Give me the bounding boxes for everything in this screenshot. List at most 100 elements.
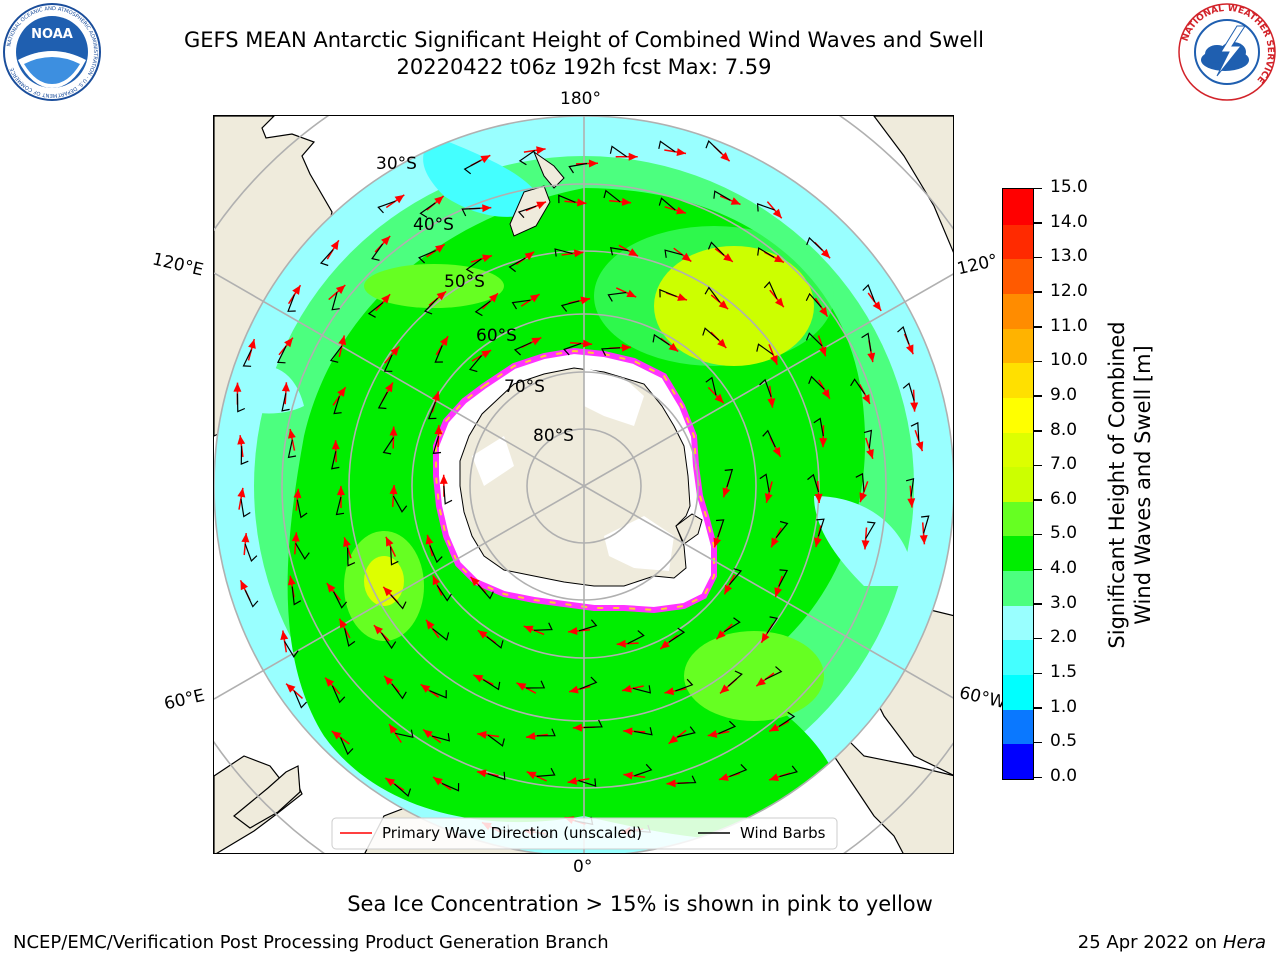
wave-arrow-head <box>771 537 779 548</box>
colorbar-segment <box>1003 709 1033 745</box>
colorbar-segment <box>1003 397 1033 433</box>
wind-barb <box>632 685 652 694</box>
colorbar-tick-label: 4.0 <box>1050 558 1078 579</box>
wind-barb <box>395 729 414 738</box>
wave-arrow-head <box>381 236 391 246</box>
wind-barb <box>436 585 452 602</box>
wave-arrow-head <box>722 487 731 498</box>
wind-barb <box>805 292 822 308</box>
colorbar-tick <box>1034 776 1042 778</box>
wave-arrow-head <box>326 583 336 593</box>
wind-barb <box>295 542 310 560</box>
wind-barb <box>319 249 334 267</box>
colorbar-tick-label: 14.0 <box>1050 211 1088 232</box>
wave-arrow-head <box>338 335 347 346</box>
wind-barb <box>578 778 597 787</box>
lat-label-30s: 30°S <box>376 154 417 174</box>
wave-arrow-head <box>707 730 718 738</box>
wave-arrow-head <box>330 240 339 251</box>
colorbar-tick-label: 3.0 <box>1050 592 1078 613</box>
wave-arrow-head <box>435 244 445 253</box>
wave-arrow-head <box>919 535 928 545</box>
wave-arrow-head <box>666 779 676 788</box>
wave-arrow-head <box>331 440 340 450</box>
wave-arrow-head <box>336 486 345 496</box>
wind-barb <box>391 683 407 700</box>
wave-arrow-head <box>569 685 579 694</box>
colorbar-tick-label: 11.0 <box>1050 315 1088 336</box>
colorbar-segment <box>1003 258 1033 294</box>
wave-arrow-head <box>821 389 830 399</box>
wind-barb <box>583 719 603 729</box>
wave-arrow-head <box>389 485 398 495</box>
wave-arrow-head <box>580 296 591 305</box>
wind-barb <box>371 243 384 261</box>
title-line-2: 20220422 t06z 192h fcst Max: 7.59 <box>396 55 772 79</box>
wave-arrow-head <box>470 576 480 587</box>
wave-arrow-head <box>719 773 729 781</box>
colorbar-segment <box>1003 466 1033 502</box>
wave-arrow-head <box>660 640 670 649</box>
wind-barb <box>333 396 342 415</box>
noaa-logo-text: NOAA <box>31 27 73 42</box>
wind-barb <box>664 249 683 258</box>
wind-barb <box>902 382 915 401</box>
colorbar <box>1002 188 1034 780</box>
wave-arrow-head <box>764 493 773 503</box>
wave-arrow-head <box>536 146 546 155</box>
wave-arrow-head <box>390 346 400 356</box>
wind-barb <box>331 292 340 311</box>
wind-barb <box>283 640 299 658</box>
wave-arrow-head <box>714 393 724 404</box>
wave-arrow-head <box>248 339 256 349</box>
wave-arrow-head <box>432 391 440 402</box>
wave-arrow-head <box>819 306 828 317</box>
wave-arrow-head <box>526 732 536 740</box>
wind-barb <box>910 421 920 441</box>
wave-arrow-head <box>628 152 638 161</box>
wind-barb <box>705 376 717 396</box>
wave-arrow-head <box>907 498 916 508</box>
wave-arrow-head <box>720 152 730 162</box>
wave-arrow-head <box>867 352 876 363</box>
wind-barb <box>429 545 443 564</box>
wave-arrow-head <box>233 382 242 392</box>
wave-arrow-head <box>426 619 435 630</box>
wave-arrow-head <box>730 197 741 205</box>
wave-arrow-head <box>524 251 535 261</box>
wave-arrow-head <box>770 355 778 365</box>
wind-barb <box>434 345 443 363</box>
wave-arrow-head <box>906 344 914 355</box>
wave-arrow-head <box>616 639 626 648</box>
lat-label-40s: 40°S <box>413 215 454 235</box>
wave-arrow-head <box>383 586 393 597</box>
lon-label-120e: 120°E <box>150 249 206 281</box>
wind-barb <box>762 429 776 448</box>
wind-barb <box>517 205 537 219</box>
wind-barb <box>377 200 396 214</box>
wave-arrow-head <box>713 537 722 548</box>
colorbar-segment <box>1003 293 1033 329</box>
wind-barb <box>394 783 412 797</box>
colorbar-segment <box>1003 674 1033 710</box>
wind-barb <box>477 584 494 600</box>
colorbar-tick <box>1034 741 1042 744</box>
wave-arrow-head <box>335 285 346 294</box>
wave-arrow-head <box>381 294 391 304</box>
wind-barb <box>813 417 824 437</box>
colorbar-segment <box>1003 431 1033 468</box>
colorbar-tick-label: 5.0 <box>1050 523 1078 544</box>
wave-arrow-head <box>280 630 289 640</box>
wind-barb <box>609 247 629 256</box>
wind-barb <box>377 391 388 410</box>
wind-barb <box>554 248 573 257</box>
wave-arrow-head <box>281 382 290 392</box>
wave-arrow-head <box>623 727 633 736</box>
wind-barb <box>766 616 778 634</box>
wave-arrow-head <box>568 627 578 635</box>
wave-direction-arrows <box>233 140 930 839</box>
wind-barb <box>905 477 915 497</box>
wind-barb <box>805 332 823 347</box>
wind-barb <box>487 734 505 747</box>
wave-arrow-head <box>436 291 447 301</box>
